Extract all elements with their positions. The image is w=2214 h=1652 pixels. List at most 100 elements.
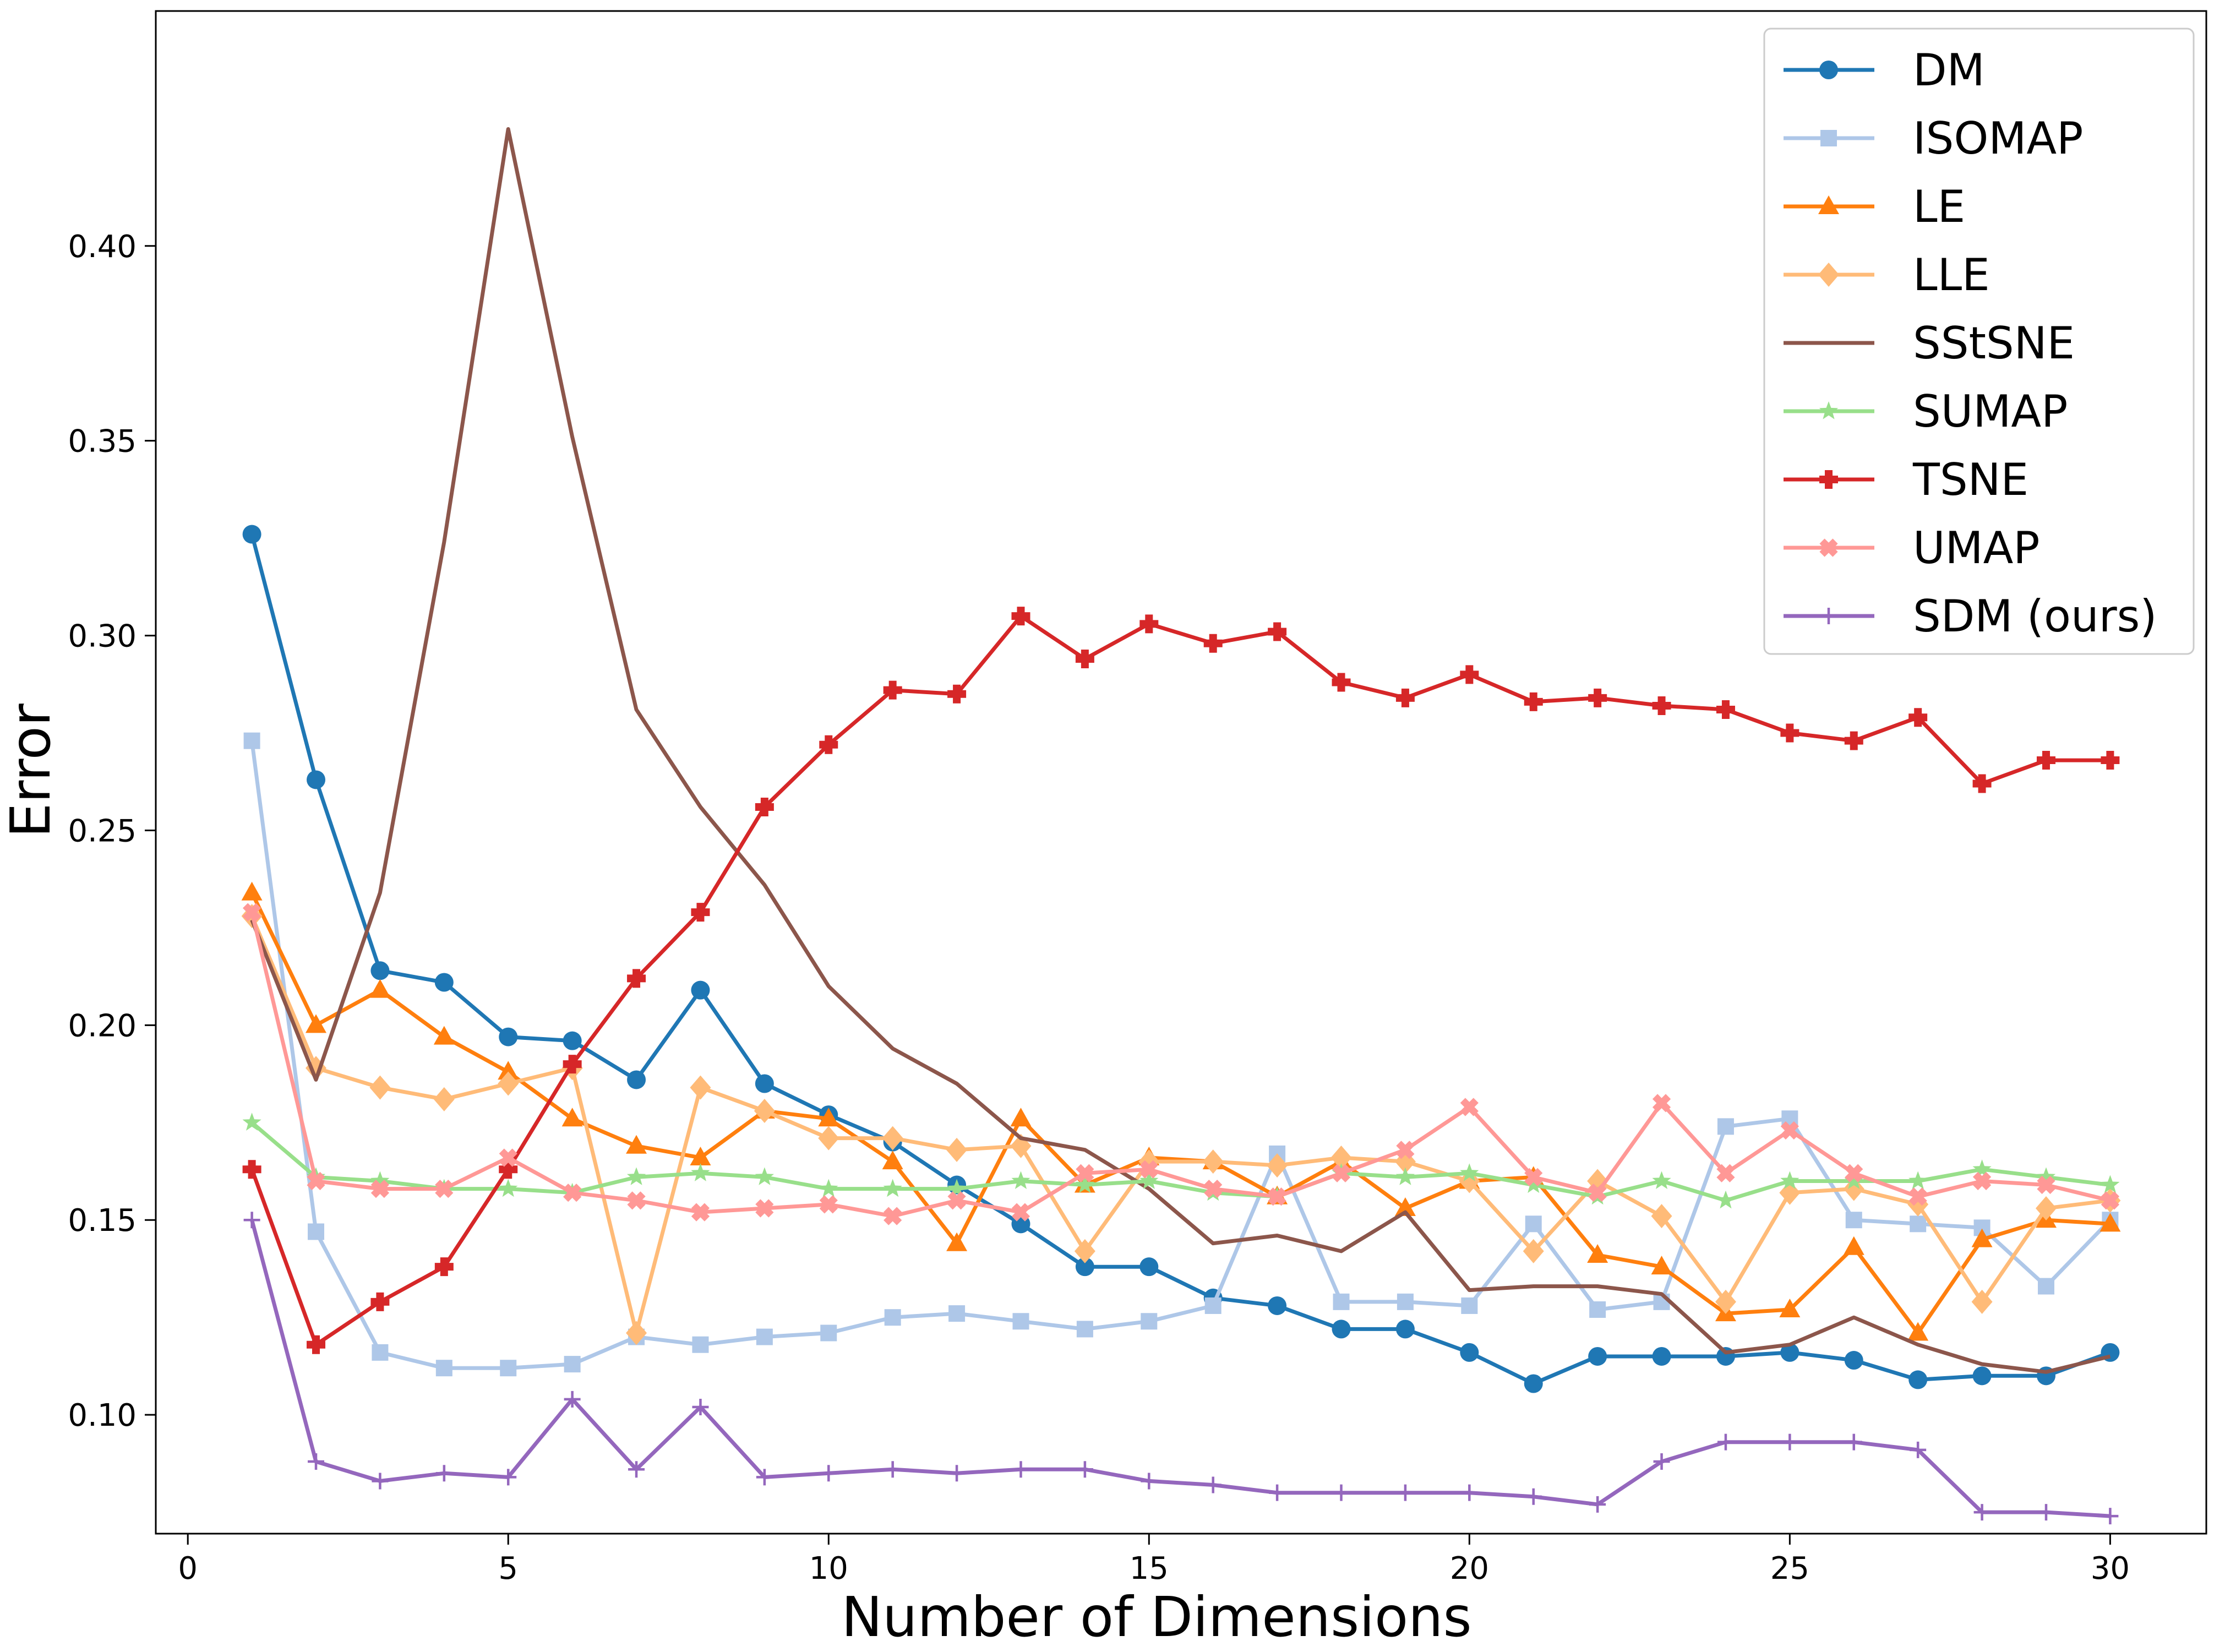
data-point-sdm-ours	[308, 1453, 325, 1470]
data-point-dm	[1460, 1343, 1479, 1362]
data-point-umap	[1972, 1171, 1992, 1191]
series-layer	[241, 127, 2121, 1525]
legend-label: ISOMAP	[1913, 113, 2083, 164]
data-point-lle	[754, 1099, 775, 1124]
data-point-le	[1651, 1256, 1672, 1275]
data-point-isomap	[1845, 1212, 1862, 1229]
data-point-isomap	[948, 1305, 966, 1322]
data-point-isomap	[564, 1356, 581, 1373]
data-point-sumap	[1395, 1167, 1415, 1185]
data-point-umap	[2037, 1175, 2055, 1195]
data-point-isomap	[1525, 1215, 1542, 1233]
data-point-lle	[1202, 1149, 1224, 1174]
series-tsne	[242, 607, 2120, 1354]
data-point-le	[1843, 1236, 1864, 1255]
data-point-tsne	[1395, 688, 1415, 707]
data-point-isomap	[1141, 1313, 1158, 1330]
data-point-tsne	[1011, 607, 1030, 626]
legend-label: SStSNE	[1913, 318, 2075, 369]
series-line-sumap	[250, 1121, 2111, 1203]
data-point-tsne	[1268, 622, 1287, 641]
legend-item-sumap: SUMAP	[1784, 386, 2068, 437]
data-point-le	[369, 979, 391, 998]
x-tick-label: 20	[1450, 1551, 1489, 1586]
data-point-umap	[1076, 1164, 1094, 1182]
x-tick-label: 15	[1130, 1551, 1169, 1586]
data-point-umap	[1780, 1121, 1799, 1140]
data-point-tsne	[1588, 688, 1607, 707]
data-point-tsne	[1460, 665, 1479, 684]
y-tick-label: 0.25	[68, 813, 137, 849]
data-point-isomap	[884, 1309, 901, 1326]
data-point-sdm-ours	[1012, 1461, 1029, 1478]
data-point-tsne	[499, 1160, 518, 1179]
data-point-lle	[1715, 1289, 1736, 1314]
data-point-dm	[1139, 1257, 1159, 1277]
data-point-sdm-ours	[1333, 1484, 1350, 1501]
data-point-sumap	[1844, 1171, 1863, 1189]
legend-label: TSNE	[1912, 454, 2028, 505]
legend-marker	[1820, 608, 1837, 624]
data-point-dm	[242, 525, 261, 544]
data-point-isomap	[1397, 1293, 1414, 1310]
data-point-dm	[755, 1074, 774, 1093]
data-point-lle	[818, 1126, 839, 1151]
series-line-umap	[250, 912, 2111, 1218]
data-point-umap	[435, 1179, 454, 1198]
data-point-lle	[1779, 1180, 1801, 1205]
data-point-tsne	[1075, 650, 1094, 669]
data-point-tsne	[947, 684, 967, 704]
data-point-umap	[1524, 1168, 1543, 1186]
data-point-isomap	[1717, 1118, 1734, 1135]
data-point-le	[433, 1026, 455, 1045]
data-point-sdm-ours	[1397, 1484, 1414, 1501]
series-line-lle	[250, 915, 2111, 1335]
y-tick-label: 0.15	[68, 1203, 137, 1239]
data-point-umap	[499, 1148, 517, 1167]
data-point-tsne	[883, 680, 902, 700]
data-point-lle	[626, 1321, 647, 1345]
data-point-le	[1779, 1299, 1801, 1318]
data-point-isomap	[1589, 1301, 1606, 1318]
data-point-isomap	[756, 1328, 773, 1345]
data-point-sumap	[1716, 1190, 1736, 1209]
data-point-sumap	[1075, 1175, 1094, 1193]
data-point-sumap	[1972, 1159, 1992, 1177]
data-point-sumap	[1524, 1175, 1543, 1193]
data-point-sdm-ours	[372, 1473, 389, 1490]
y-tick-label: 0.40	[68, 229, 137, 265]
series-umap	[242, 903, 2120, 1225]
data-point-isomap	[1012, 1313, 1029, 1330]
y-tick-label: 0.20	[68, 1008, 137, 1044]
data-point-lle	[1971, 1289, 1993, 1314]
legend-marker	[1818, 195, 1839, 214]
data-point-tsne	[755, 797, 774, 816]
data-point-dm	[1652, 1346, 1671, 1366]
data-point-tsne	[1972, 774, 1992, 793]
data-point-lle	[882, 1126, 903, 1151]
data-point-sumap	[691, 1163, 710, 1181]
data-point-sumap	[1139, 1171, 1159, 1189]
data-point-tsne	[1652, 696, 1671, 715]
legend-marker	[1819, 401, 1839, 419]
data-point-umap	[1332, 1164, 1351, 1182]
data-point-tsne	[1780, 723, 1799, 743]
legend-marker	[1819, 61, 1838, 79]
data-point-isomap	[1461, 1297, 1478, 1314]
data-point-le	[561, 1108, 583, 1127]
legend: DM ISOMAP LE LLE SStSNE SUMAP TSNE UMAP SDM (our…	[1763, 28, 2195, 655]
data-point-umap	[1845, 1164, 1863, 1182]
data-point-le	[1587, 1244, 1608, 1263]
data-point-sdm-ours	[948, 1465, 966, 1482]
legend-marker	[1818, 263, 1839, 287]
legend-label: UMAP	[1913, 522, 2040, 574]
data-point-tsne	[2036, 751, 2055, 770]
data-point-le	[626, 1135, 647, 1154]
plot-frame	[155, 10, 2207, 1535]
legend-item-tsne: TSNE	[1784, 454, 2028, 505]
data-point-umap	[1396, 1141, 1415, 1159]
data-point-sumap	[1908, 1171, 1928, 1189]
x-tick-label: 5	[498, 1551, 518, 1586]
data-point-umap	[691, 1203, 710, 1222]
data-point-sdm-ours	[1845, 1433, 1862, 1451]
